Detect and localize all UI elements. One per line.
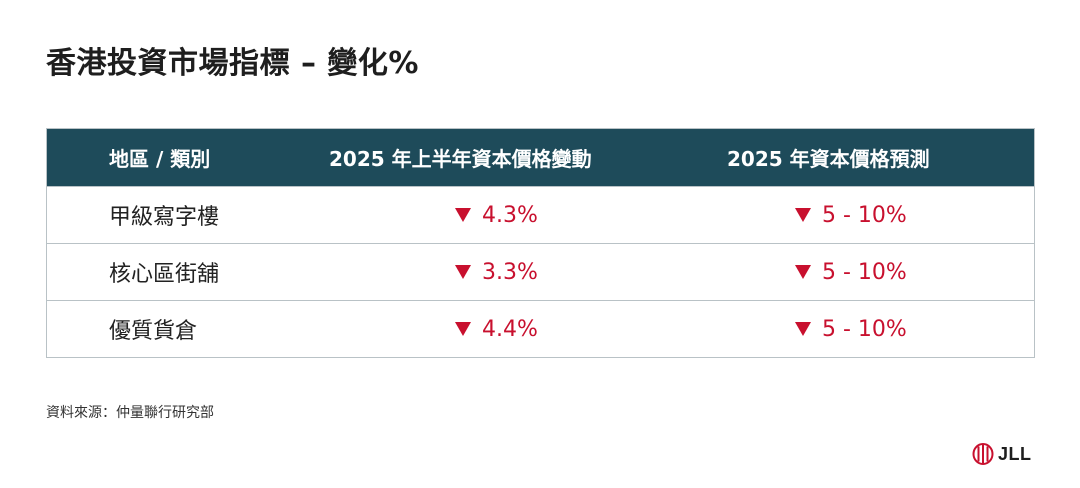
row-forecast-cell: 5 - 10% [727,260,1034,285]
jll-logo-icon [972,443,994,465]
jll-logo: JLL [972,440,1032,468]
down-triangle-icon [795,208,811,222]
down-triangle-icon [455,322,471,336]
row-forecast-value: 5 - 10% [822,316,907,342]
row-change-value: 4.4% [482,316,538,342]
page-title: 香港投資市場指標 – 變化% [46,46,419,81]
jll-logo-text: JLL [998,443,1032,464]
header-region-category: 地區 / 類別 [109,147,211,171]
down-triangle-icon [795,322,811,336]
down-triangle-icon [795,265,811,279]
row-change-cell: 3.3% [327,260,727,285]
row-forecast-value: 5 - 10% [822,259,907,285]
row-forecast-cell: 5 - 10% [727,203,1034,228]
row-category: 優質貨倉 [109,319,198,344]
table-header: 地區 / 類別 2025 年上半年資本價格變動 2025 年資本價格預測 [47,129,1034,186]
indicator-table: 地區 / 類別 2025 年上半年資本價格變動 2025 年資本價格預測 甲級寫… [46,128,1035,358]
row-change-value: 3.3% [482,259,538,285]
table-row: 優質貨倉 4.4% 5 - 10% [47,300,1034,357]
row-forecast-cell: 5 - 10% [727,317,1034,342]
row-category: 甲級寫字樓 [109,205,220,230]
row-change-cell: 4.4% [327,317,727,342]
row-change-value: 4.3% [482,202,538,228]
table-row: 甲級寫字樓 4.3% 5 - 10% [47,186,1034,243]
down-triangle-icon [455,265,471,279]
row-forecast-value: 5 - 10% [822,202,907,228]
table-row: 核心區街舖 3.3% 5 - 10% [47,243,1034,300]
header-h1-2025-capital-change: 2025 年上半年資本價格變動 [329,147,592,171]
source-note: 資料來源：仲量聯行研究部 [46,405,214,421]
header-2025-capital-forecast: 2025 年資本價格預測 [727,147,930,171]
row-change-cell: 4.3% [327,203,727,228]
down-triangle-icon [455,208,471,222]
row-category: 核心區街舖 [109,262,220,287]
